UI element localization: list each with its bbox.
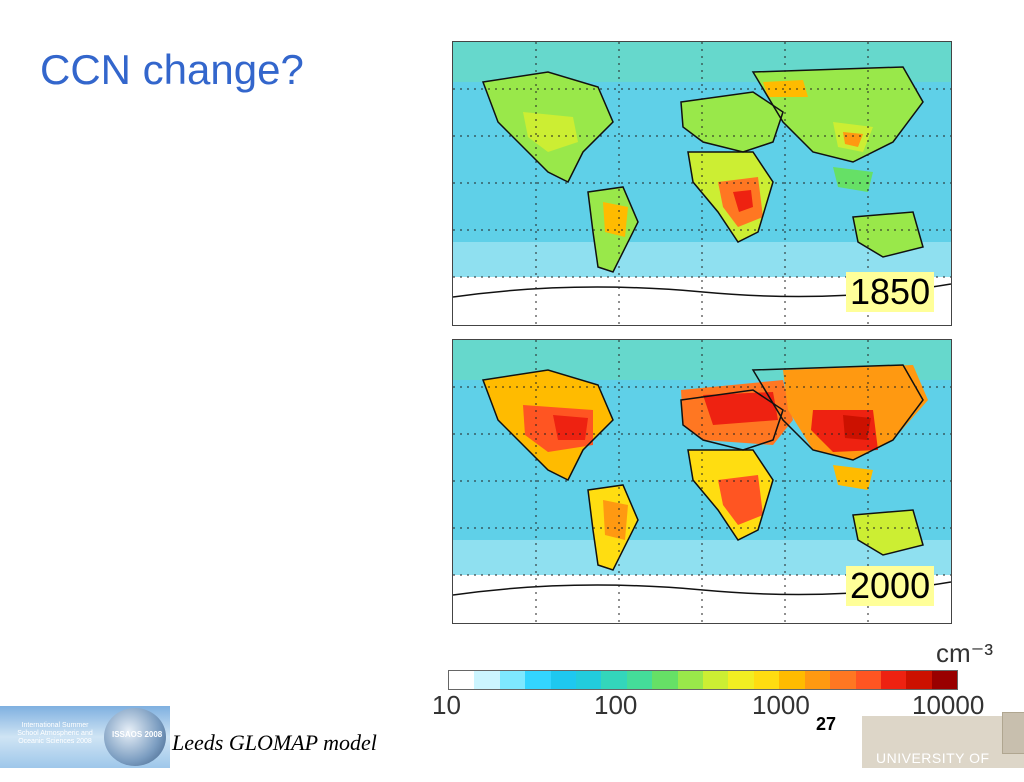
- map-1850-svg: [453, 42, 951, 325]
- university-name: UNIVERSITY OF LEEDS: [876, 750, 990, 782]
- university-logo: [862, 716, 1024, 768]
- colorbar-segment: [931, 671, 958, 689]
- colorbar-segment: [626, 671, 653, 689]
- colorbar-segment: [449, 671, 475, 689]
- colorbar-segment: [779, 671, 805, 689]
- colorbar-unit: cm⁻³: [936, 638, 994, 668]
- colorbar-segment: [728, 671, 754, 689]
- colorbar-segment: [652, 671, 678, 689]
- year-label-2000: 2000: [846, 566, 935, 606]
- year-label-1850: 1850: [846, 272, 935, 312]
- colorbar-segment: [576, 671, 602, 689]
- colorbar-segment: [677, 671, 704, 689]
- summer-school-badge: ISSAOS 2008: [112, 730, 163, 739]
- page-number: 27: [816, 714, 837, 734]
- colorbar-segment: [550, 671, 577, 689]
- colorbar-segment: [830, 671, 856, 689]
- slide-title: CCN change?: [40, 46, 304, 93]
- colorbar-segment: [703, 671, 729, 689]
- colorbar-segment: [499, 671, 526, 689]
- colorbar: [448, 670, 958, 690]
- colorbar-segment: [906, 671, 932, 689]
- colorbar-segment: [804, 671, 831, 689]
- university-crest-icon: [1002, 712, 1024, 754]
- colorbar-tick-10: 10: [432, 690, 461, 720]
- colorbar-segment: [525, 671, 551, 689]
- colorbar-tick-100: 100: [594, 690, 638, 720]
- summer-school-logo-text: International Summer School Atmospheric …: [17, 722, 93, 745]
- footer-caption: Leeds GLOMAP model: [172, 730, 377, 755]
- colorbar-segment: [753, 671, 780, 689]
- colorbar-tick-10000: 10000: [912, 690, 985, 720]
- map-1850: [452, 41, 952, 326]
- colorbar-segment: [474, 671, 500, 689]
- colorbar-segment: [855, 671, 881, 689]
- globe-icon: [104, 708, 166, 766]
- summer-school-logo: International Summer School Atmospheric …: [0, 706, 170, 768]
- colorbar-segment: [880, 671, 907, 689]
- colorbar-tick-1000: 1000: [752, 690, 810, 720]
- colorbar-segment: [601, 671, 627, 689]
